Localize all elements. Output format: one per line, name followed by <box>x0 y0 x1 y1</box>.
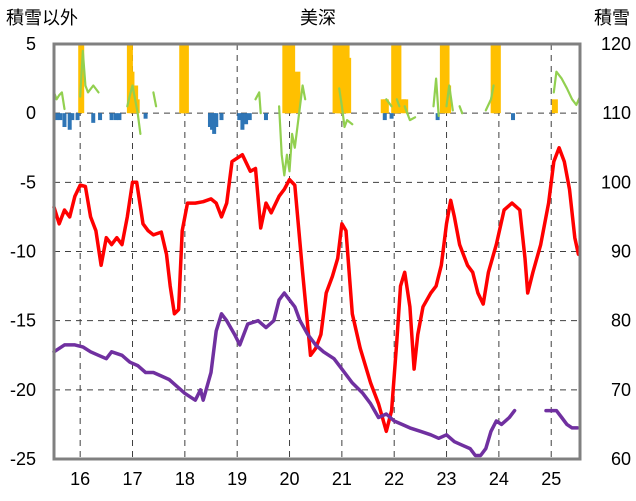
x-tick-label: 24 <box>489 469 509 489</box>
y-right-tick-label: 120 <box>601 34 631 54</box>
blue-bar-14 <box>212 113 217 134</box>
blue-bar-8 <box>109 113 114 121</box>
blue-bar-6 <box>91 113 96 123</box>
x-tick-label: 23 <box>437 469 457 489</box>
blue-bar-9 <box>113 113 118 121</box>
green-series-line-4 <box>79 49 100 98</box>
y-right-tick-label: 100 <box>601 172 631 192</box>
y-left-title: 積雪以外 <box>6 8 78 29</box>
blue-bar-15 <box>214 113 219 127</box>
green-series-line-7 <box>254 91 262 115</box>
y-right-tick-label: 70 <box>611 380 631 400</box>
blue-bar-23 <box>389 113 394 119</box>
x-tick-label: 25 <box>541 469 561 489</box>
blue-bar-5 <box>75 113 80 121</box>
orange-bar-28 <box>395 44 402 114</box>
blue-bar-1 <box>58 113 63 121</box>
green-series-line-10 <box>385 98 393 108</box>
purple-series-line-2 <box>544 408 580 430</box>
y-left-tick-label: 0 <box>26 103 36 123</box>
blue-bar-17 <box>237 113 242 121</box>
green-series-line-5 <box>126 84 142 135</box>
blue-bar-22 <box>382 113 387 121</box>
y-right-tick-label: 80 <box>611 311 631 331</box>
green-series-line-14 <box>445 84 454 112</box>
blue-bar-11 <box>143 113 148 119</box>
x-tick-label: 16 <box>70 469 90 489</box>
orange-bar-36 <box>494 44 501 114</box>
green-series-line-3 <box>52 91 66 111</box>
orange-bar-37 <box>551 99 558 114</box>
y-left-tick-label: -20 <box>10 380 36 400</box>
blue-bar-18 <box>240 113 245 130</box>
y-left-tick-label: -25 <box>10 449 36 469</box>
blue-bar-13 <box>210 113 215 130</box>
blue-bar-24 <box>435 113 440 121</box>
orange-bar-22 <box>345 57 352 114</box>
purple-series-line-1 <box>52 291 517 458</box>
orange-bar-24 <box>382 99 389 114</box>
blue-bar-3 <box>67 113 72 130</box>
orange-bar-32 <box>443 44 450 114</box>
blue-bar-21 <box>263 113 268 121</box>
orange-bar-12 <box>289 44 296 114</box>
blue-bar-25 <box>511 113 516 121</box>
tick-labels: 5 0 -5 -10 -15 -20 -25 120 110 100 90 80 70 60 16 17 18 1… <box>10 34 631 489</box>
green-series-line-11 <box>395 98 401 108</box>
y-left-tick-label: -15 <box>10 311 36 331</box>
orange-bar-13 <box>294 71 301 114</box>
chart-title: 美深 <box>300 8 336 29</box>
blue-bar-7 <box>98 113 103 121</box>
x-tick-label: 19 <box>227 469 247 489</box>
green-series-line-6 <box>152 91 158 108</box>
blue-bar-20 <box>247 113 252 121</box>
plot-frame <box>52 42 582 461</box>
bars <box>54 44 558 134</box>
x-tick-label: 22 <box>384 469 404 489</box>
orange-bar-7 <box>182 44 189 114</box>
green-series-line-12 <box>403 105 417 122</box>
green-series-line-15 <box>458 105 464 115</box>
x-tick-label: 20 <box>280 469 300 489</box>
red-series-line-0 <box>52 146 581 434</box>
blue-bar-4 <box>70 113 75 121</box>
blue-bar-19 <box>244 113 249 125</box>
blue-bar-16 <box>219 113 224 121</box>
green-series-line-8 <box>278 84 307 177</box>
x-tick-label: 17 <box>122 469 142 489</box>
y-left-tick-label: -5 <box>20 172 36 192</box>
y-right-title: 積雪 <box>594 8 630 29</box>
blue-bar-10 <box>117 113 122 121</box>
x-tick-label: 21 <box>332 469 352 489</box>
y-left-tick-label: -10 <box>10 242 36 262</box>
green-series-line-9 <box>338 87 354 129</box>
green-series-line-17 <box>552 70 582 107</box>
orange-bar-31 <box>439 44 446 114</box>
y-right-tick-label: 60 <box>611 449 631 469</box>
blue-bar-12 <box>207 113 212 127</box>
green-series-line-13 <box>432 77 440 118</box>
green-series-line-16 <box>484 84 495 112</box>
series-lines <box>52 49 582 458</box>
y-right-tick-label: 110 <box>602 103 631 123</box>
y-right-tick-label: 90 <box>611 242 631 262</box>
blue-bar-0 <box>54 113 59 121</box>
plot-area-border <box>52 42 582 461</box>
x-tick-label: 18 <box>175 469 195 489</box>
blue-bar-2 <box>62 113 67 127</box>
y-left-tick-label: 5 <box>26 34 36 54</box>
